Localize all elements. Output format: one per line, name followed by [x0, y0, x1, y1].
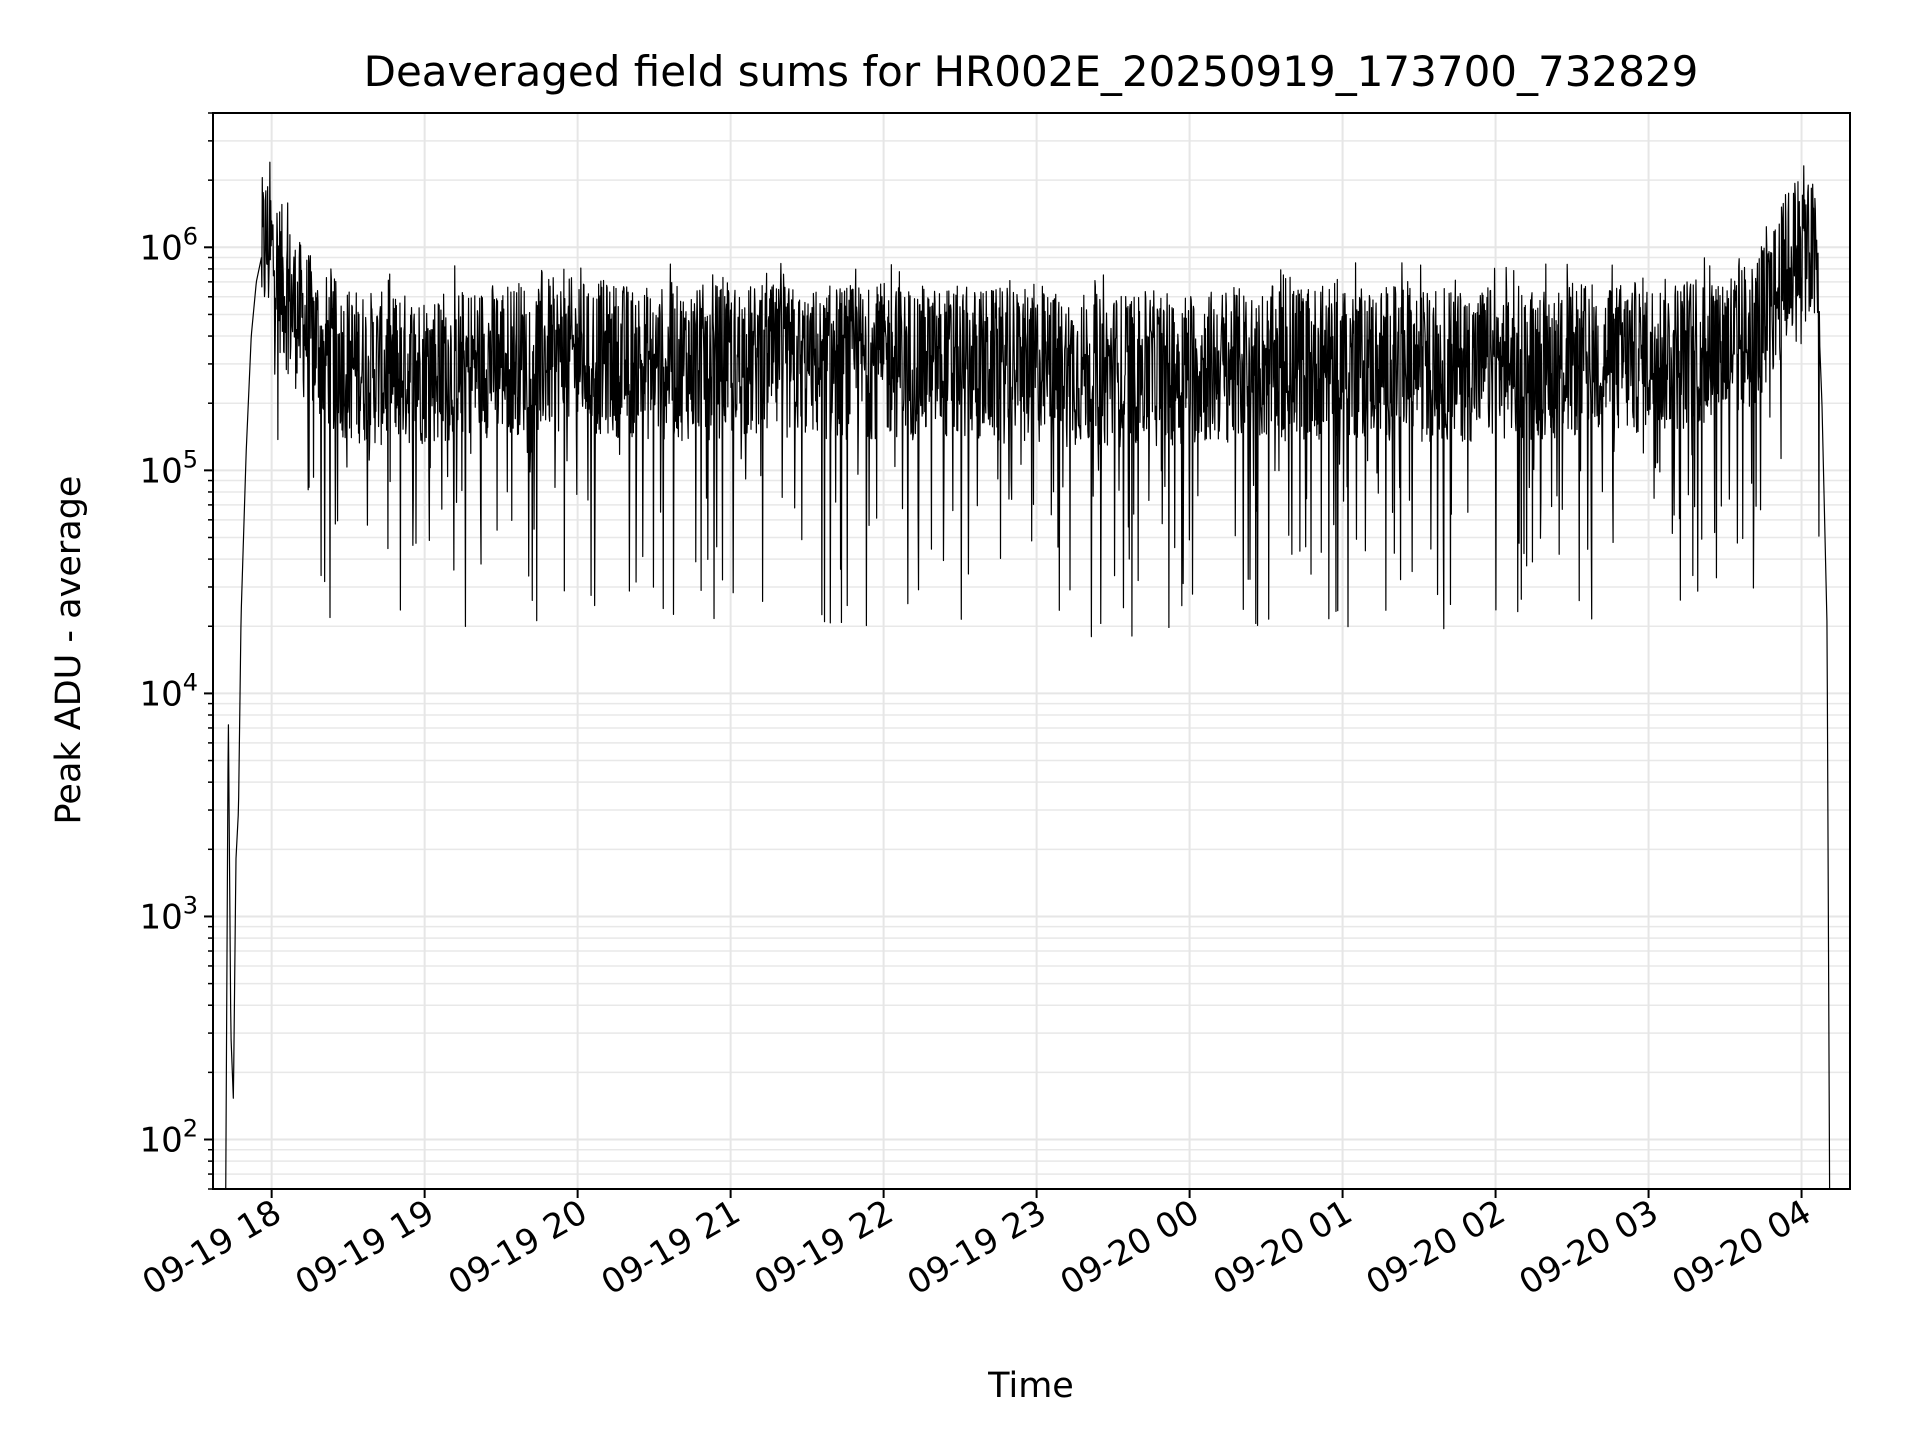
x-tick-label: 09-20 02: [1360, 1192, 1512, 1303]
x-tick-label: 09-20 03: [1513, 1192, 1665, 1303]
y-tick-label: 106: [139, 222, 198, 268]
x-tick-label: 09-20 00: [1054, 1192, 1206, 1303]
chart-title: Deaveraged field sums for HR002E_2025091…: [364, 47, 1699, 96]
x-tick-label: 09-19 18: [136, 1192, 288, 1303]
y-tick-label: 103: [139, 891, 198, 937]
x-tick-label: 09-19 23: [901, 1192, 1053, 1303]
plot-frame: [212, 112, 1851, 1190]
y-axis-label: Peak ADU - average: [49, 476, 89, 825]
y-tick-label: 104: [139, 668, 198, 714]
x-tick-label: 09-19 22: [748, 1192, 900, 1303]
x-axis-label: Time: [987, 1366, 1074, 1406]
series-line: [225, 161, 1831, 1189]
grid: [213, 112, 1850, 1190]
x-tick-label: 09-20 01: [1207, 1192, 1359, 1303]
x-tick-label: 09-19 19: [289, 1192, 441, 1303]
x-tick-label: 09-20 04: [1666, 1192, 1818, 1303]
x-tick-label: 09-19 20: [442, 1192, 594, 1303]
y-tick-label: 105: [139, 445, 198, 491]
y-tick-label: 102: [139, 1115, 198, 1161]
x-axis: 09-19 18 09-19 19 09-19 20 09-19 21 09-19 22…: [136, 1189, 1818, 1303]
series-layer: [225, 161, 1831, 1189]
y-axis: 102 103 104 105 106: [139, 112, 213, 1190]
x-tick-label: 09-19 21: [595, 1192, 747, 1303]
